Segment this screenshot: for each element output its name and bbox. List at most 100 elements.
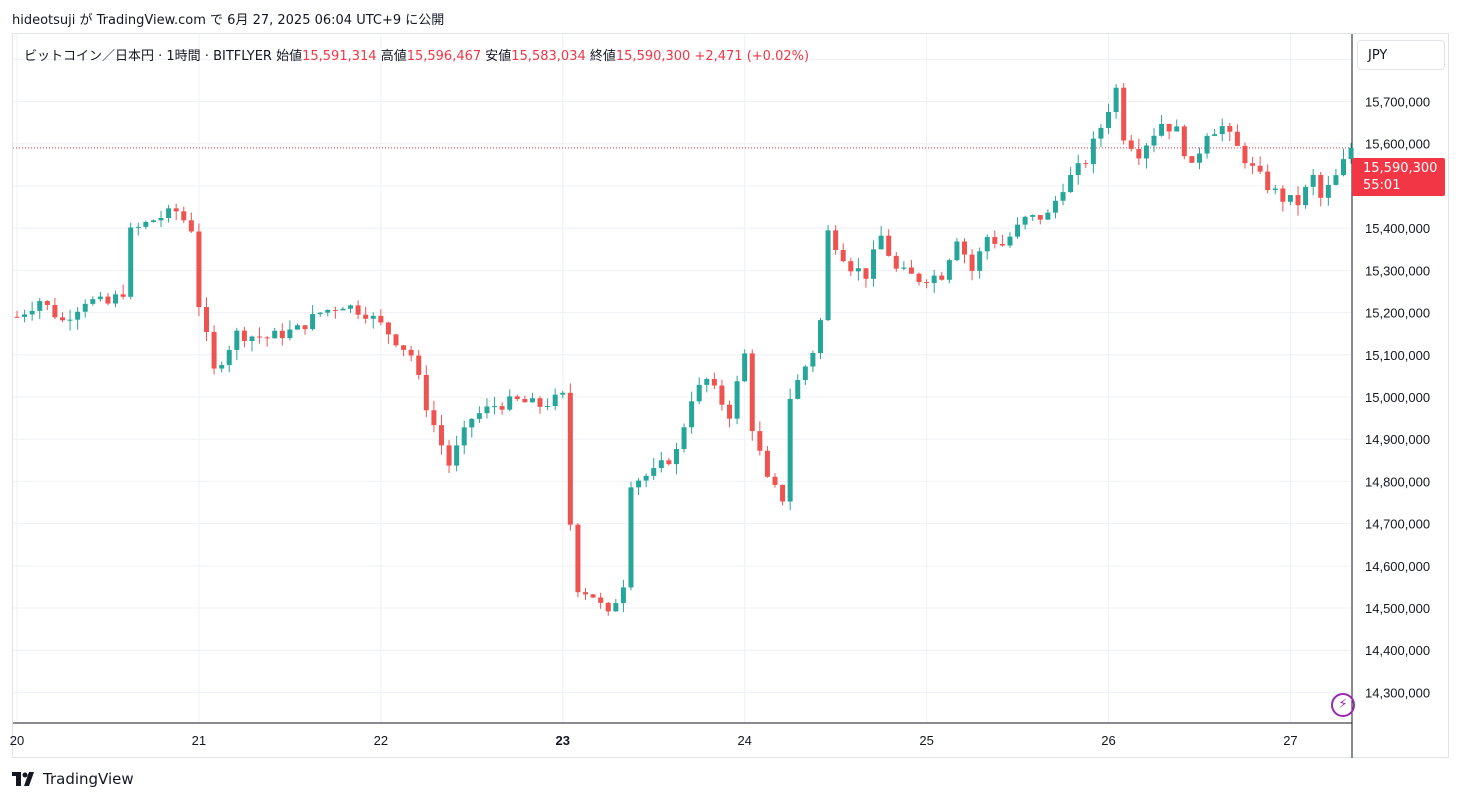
- candle-body: [704, 379, 710, 385]
- candle-body: [279, 330, 285, 339]
- candle-body: [1098, 127, 1104, 139]
- candle-body: [1196, 153, 1202, 163]
- candle-body: [590, 594, 596, 598]
- y-tick-label: 14,400,000: [1365, 643, 1430, 658]
- candle-body: [848, 261, 854, 272]
- x-tick-label: 21: [192, 733, 206, 748]
- candle-body: [476, 413, 482, 419]
- candle-body: [1151, 135, 1157, 146]
- candle-body: [1068, 174, 1074, 193]
- candle-body: [598, 597, 604, 603]
- candle-body: [681, 427, 687, 450]
- candle-body: [257, 336, 263, 338]
- candle-body: [855, 268, 861, 272]
- candle-body: [734, 381, 740, 419]
- candle-body: [1280, 188, 1286, 202]
- candle-body: [1341, 159, 1346, 176]
- candle-body: [408, 349, 414, 356]
- candle-body: [393, 334, 399, 346]
- candle-body: [1348, 147, 1354, 160]
- candle-body: [1318, 174, 1324, 198]
- candle-body: [514, 396, 520, 399]
- candle-body: [264, 337, 270, 339]
- candle-body: [1174, 126, 1180, 132]
- candle-body: [416, 355, 422, 375]
- candle-body: [666, 460, 672, 465]
- x-tick-label: 25: [919, 733, 933, 748]
- candle-body: [1128, 140, 1134, 149]
- candle-body: [1090, 138, 1096, 165]
- candle-body: [1136, 148, 1142, 159]
- candle-body: [1189, 156, 1195, 163]
- candle-body: [764, 450, 770, 477]
- candle-body: [211, 331, 217, 369]
- candle-body: [924, 282, 930, 284]
- candle-body: [52, 304, 58, 318]
- candle-body: [332, 309, 338, 311]
- candle-body: [75, 311, 81, 320]
- lightning-icon[interactable]: ⚡: [1331, 693, 1355, 717]
- candle-body: [529, 398, 535, 403]
- candle-body: [1310, 174, 1316, 187]
- candle-body: [1333, 175, 1339, 185]
- candle-body: [438, 425, 444, 446]
- candle-body: [1022, 216, 1028, 225]
- candle-body: [1121, 87, 1127, 141]
- legend-close: 15,590,300: [615, 49, 691, 64]
- candle-body: [1181, 126, 1187, 157]
- candle-body: [113, 294, 119, 304]
- y-tick-label: 14,800,000: [1365, 474, 1430, 489]
- candle-body: [340, 308, 346, 311]
- y-tick-label: 15,100,000: [1365, 348, 1430, 363]
- candle-body: [14, 316, 20, 318]
- candle-body: [1030, 215, 1036, 217]
- candle-body: [560, 392, 566, 395]
- candle-body: [1212, 134, 1218, 136]
- candle-body: [499, 406, 505, 410]
- candle-body: [1204, 135, 1210, 154]
- y-tick-label: 15,200,000: [1365, 306, 1430, 321]
- candle-body: [817, 320, 823, 353]
- candle-body: [287, 329, 293, 339]
- candle-body: [1287, 195, 1293, 202]
- footer-brand: TradingView: [12, 770, 134, 788]
- candle-body: [780, 484, 786, 502]
- x-tick-label: 23: [556, 733, 570, 748]
- candle-body: [325, 309, 331, 313]
- chart-frame: [12, 33, 1449, 758]
- candle-body: [893, 255, 899, 269]
- candle-body: [1106, 112, 1112, 128]
- candle-body: [878, 235, 884, 250]
- tradingview-logo-icon: [12, 772, 34, 786]
- candle-body: [166, 208, 172, 219]
- candle-body: [552, 394, 558, 407]
- candle-body: [59, 317, 65, 321]
- last-price-value: 15,590,300: [1363, 161, 1438, 176]
- candle-body: [946, 260, 952, 280]
- candle-body: [1219, 126, 1225, 135]
- legend-low-label: 安値: [485, 49, 512, 64]
- currency-button[interactable]: JPY: [1357, 40, 1445, 70]
- candle-body: [188, 220, 194, 232]
- candle-body: [1007, 236, 1013, 246]
- candle-body: [931, 275, 937, 284]
- candle-body: [461, 427, 467, 446]
- y-tick-label: 15,700,000: [1365, 95, 1430, 110]
- y-tick-label: 14,500,000: [1365, 601, 1430, 616]
- x-tick-label: 20: [10, 733, 24, 748]
- candle-body: [583, 592, 588, 595]
- x-tick-label: 24: [737, 733, 751, 748]
- candle-body: [673, 449, 679, 465]
- candle-body: [840, 249, 846, 262]
- candle-body: [969, 254, 975, 271]
- candle-body: [272, 330, 278, 339]
- legend-open-label: 始値: [276, 49, 303, 64]
- candle-body: [795, 380, 801, 399]
- candle-body: [802, 366, 808, 381]
- y-tick-label: 15,400,000: [1365, 221, 1430, 236]
- candle-body: [711, 379, 717, 386]
- publish-header: hideotsuji が TradingView.com で 6月 27, 20…: [12, 13, 445, 28]
- candle-body: [620, 587, 626, 604]
- candle-body: [484, 406, 490, 414]
